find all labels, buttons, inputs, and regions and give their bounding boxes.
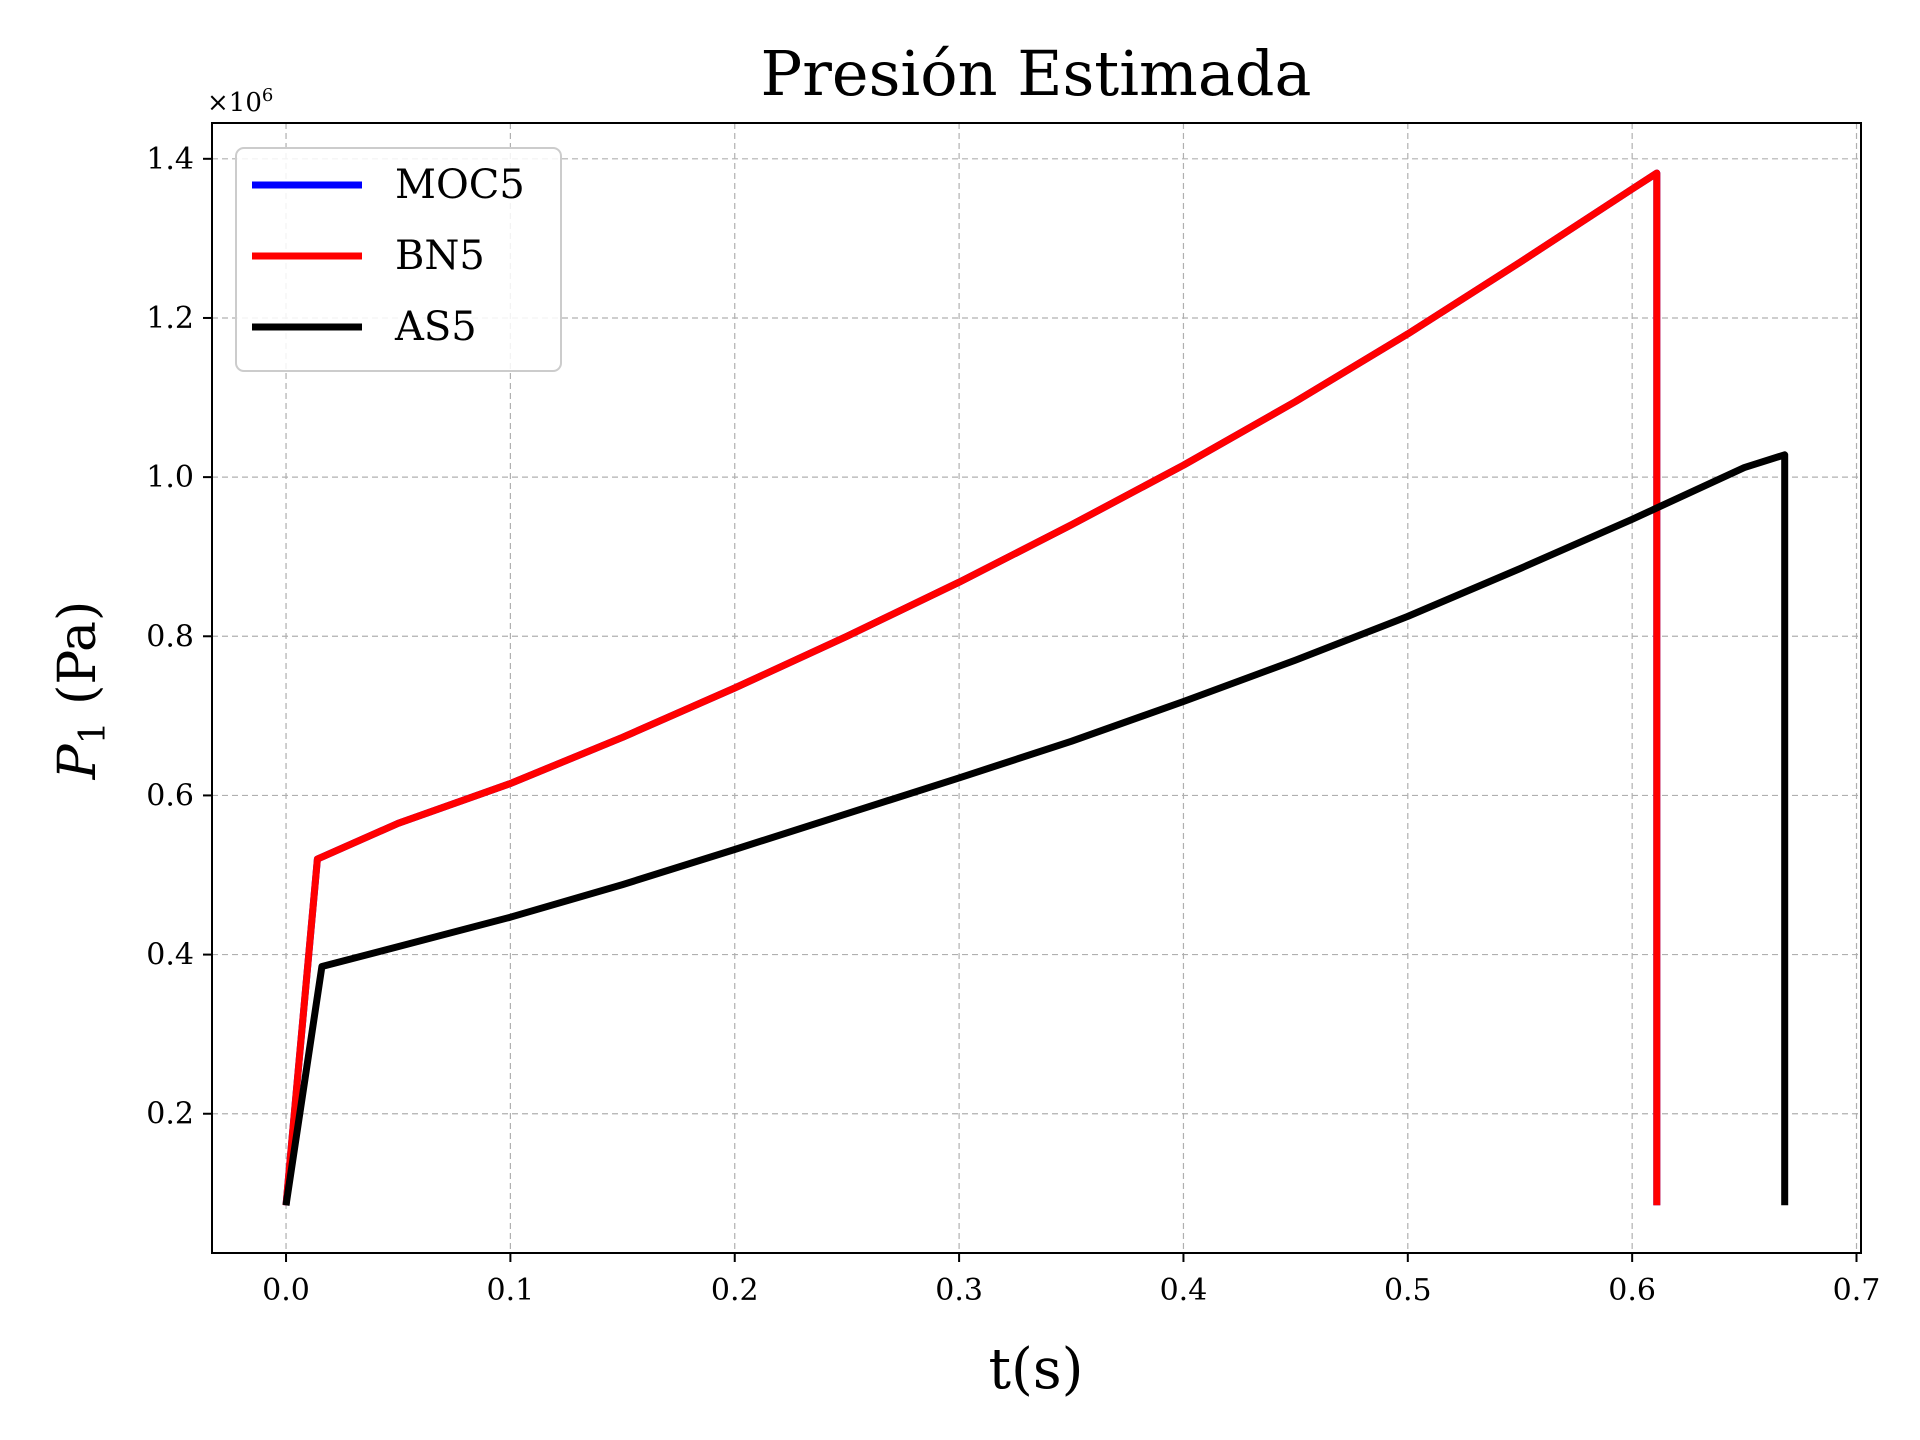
x-tick-label: 0.4 [1160,1273,1208,1308]
y-tick-label: 0.4 [146,938,194,973]
series-lines [282,169,1789,1206]
series-line-bn5 [282,169,1661,1206]
y-axis-label-subscript: 1 [73,721,114,744]
legend-label-as5: AS5 [394,304,477,350]
legend-label-moc5: MOC5 [395,162,525,208]
y-tick-label: 0.2 [146,1097,194,1132]
x-tick-label: 0.6 [1608,1273,1656,1308]
y-tick-label: 1.0 [146,460,194,495]
x-tick-label: 0.1 [487,1273,535,1308]
chart-title: Presión Estimada [761,37,1312,110]
x-tick-label: 0.3 [935,1273,983,1308]
x-tick-label: 0.2 [711,1273,759,1308]
legend-box [235,147,562,372]
x-axis-label: t(s) [989,1337,1084,1402]
y-axis-ticks: 0.2 0.4 0.6 0.8 1.0 1.2 1.4 [146,142,212,1132]
y-tick-label: 0.8 [146,619,194,654]
x-tick-label: 0.5 [1384,1273,1432,1308]
y-offset-label: ×106 [207,85,273,118]
legend-entries: MOC5 BN5 AS5 [252,162,525,350]
y-axis-label-unit: (Pa) [48,601,108,722]
y-tick-label: 0.6 [146,778,194,813]
y-axis-label-main: P [48,743,108,780]
y-tick-label: 1.2 [146,301,194,336]
x-tick-label: 0.0 [262,1273,310,1308]
legend-label-bn5: BN5 [395,233,485,279]
y-axis-label: P1 (Pa) [48,601,114,781]
legend: MOC5 BN5 AS5 [235,147,562,372]
x-axis-ticks: 0.0 0.1 0.2 0.3 0.4 0.5 0.6 0.7 [262,1253,1880,1308]
y-offset-base: ×10 [207,88,262,118]
x-tick-label: 0.7 [1833,1273,1881,1308]
y-tick-label: 1.4 [146,142,194,177]
y-offset-exponent: 6 [262,85,273,106]
series-line-as5 [282,451,1789,1206]
plot-frame [211,122,1862,1254]
